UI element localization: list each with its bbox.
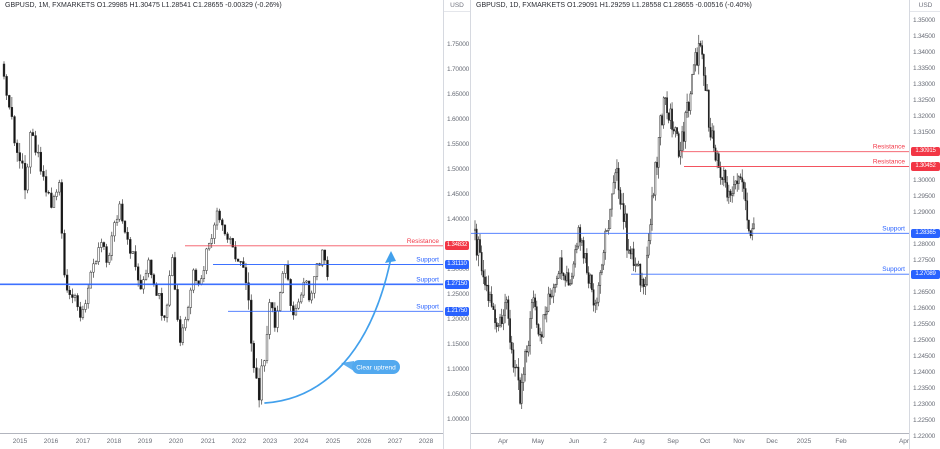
price-tick-label: 1.33500	[913, 65, 936, 72]
price-tick-label: 1.30000	[447, 266, 470, 273]
time-tick-label: 2025	[325, 438, 341, 445]
price-tick-label: 1.20000	[447, 316, 470, 323]
time-tick-label: 2028	[418, 438, 434, 445]
chart-pane-daily: Resistance Resistance Support Support GBPUS…	[470, 0, 940, 449]
price-tick-label: 1.30000	[913, 177, 936, 184]
axis-currency-label: USD	[444, 0, 470, 12]
time-tick-label: 2020	[168, 438, 184, 445]
support-price-tag: 1.27089	[911, 269, 940, 279]
price-tick-label: 1.50000	[447, 166, 470, 173]
time-tick-label: 2	[603, 438, 607, 445]
axis-currency-label: USD	[910, 0, 940, 12]
support-label: Support	[882, 266, 905, 273]
price-tick-label: 1.22500	[913, 417, 936, 424]
time-tick-label: 2022	[231, 438, 247, 445]
time-tick-label: 2023	[262, 438, 278, 445]
support-price-tag: 1.31110	[445, 259, 469, 269]
time-tick-label: 2024	[293, 438, 309, 445]
support-price-tag: 1.28365	[911, 228, 940, 238]
support-label: Support	[416, 257, 439, 264]
price-tick-label: 1.26500	[913, 289, 936, 296]
time-tick-label: 2018	[106, 438, 122, 445]
uptrend-arrow-head	[385, 251, 396, 263]
price-tick-label: 1.40000	[447, 216, 470, 223]
candlestick-plot-monthly[interactable]: Resistance Support Support Support Clear upt…	[0, 0, 443, 433]
price-tick-label: 1.26000	[913, 305, 936, 312]
price-tick-label: 1.23000	[913, 401, 936, 408]
chart-legend-monthly[interactable]: GBPUSD, 1M, FXMARKETS O1.29985 H1.30475 …	[5, 2, 282, 9]
price-tick-label: 1.25000	[913, 337, 936, 344]
support-label: Support	[416, 303, 439, 310]
time-tick-label: Aug	[633, 438, 645, 445]
time-tick-label: 2016	[43, 438, 59, 445]
chart-pane-monthly: Resistance Support Support Support Clear upt…	[0, 0, 470, 449]
price-tick-label: 1.25500	[913, 321, 936, 328]
time-tick-label: 2015	[12, 438, 28, 445]
resistance-label: Resistance	[873, 159, 906, 166]
time-tick-label: 2021	[200, 438, 216, 445]
price-tick-label: 1.28000	[913, 241, 936, 248]
time-tick-label: 2025	[796, 438, 812, 445]
support-label: Support	[416, 276, 439, 283]
price-tick-label: 1.29500	[913, 193, 936, 200]
price-axis-monthly[interactable]: USD 1.34832 1.31110 1.27150 1.21750 1.75000 1…	[443, 0, 470, 449]
support-price-tag: 1.21750	[445, 306, 469, 316]
time-tick-label: 2017	[75, 438, 91, 445]
price-tick-label: 1.35000	[913, 17, 936, 24]
resistance-price-tag: 1.30452	[911, 162, 940, 172]
price-tick-label: 1.32500	[913, 97, 936, 104]
time-tick-label: Apr	[497, 438, 509, 445]
price-axis-daily[interactable]: USD 1.30915 1.30452 1.28365 1.27089 1.35000 1…	[909, 0, 940, 449]
time-tick-label: 2026	[356, 438, 372, 445]
price-tick-label: 1.27500	[913, 257, 936, 264]
time-tick-label: 2027	[387, 438, 403, 445]
price-tick-label: 1.00000	[447, 416, 470, 423]
price-tick-label: 1.22000	[913, 433, 936, 440]
support-price-tag: 1.27150	[445, 279, 469, 289]
price-tick-label: 1.15000	[447, 341, 470, 348]
candles-series	[2, 61, 329, 408]
time-tick-label: Oct	[699, 438, 711, 445]
price-tick-label: 1.24500	[913, 353, 936, 360]
price-tick-label: 1.55000	[447, 141, 470, 148]
price-tick-label: 1.60000	[447, 116, 470, 123]
time-tick-label: 2019	[137, 438, 153, 445]
resistance-label: Resistance	[407, 238, 440, 245]
clear-uptrend-callout[interactable]	[352, 360, 400, 374]
time-tick-label: Feb	[835, 438, 847, 445]
callout-text: Clear uptrend	[356, 364, 396, 371]
chart-legend-daily[interactable]: GBPUSD, 1D, FXMARKETS O1.29091 H1.29259 …	[476, 2, 752, 9]
support-label: Support	[882, 225, 905, 232]
time-tick-label: Jun	[568, 438, 580, 445]
resistance-price-tag: 1.34832	[445, 241, 469, 251]
time-tick-label: Dec	[766, 438, 778, 445]
candlestick-plot-daily[interactable]: Resistance Resistance Support Support	[471, 0, 909, 433]
price-tick-label: 1.32000	[913, 113, 936, 120]
time-axis-monthly[interactable]: 2015 2016 2017 2018 2019 2020 2021 2022 2023 2024…	[0, 433, 443, 449]
time-tick-label: Apr	[898, 438, 910, 445]
price-tick-label: 1.23500	[913, 385, 936, 392]
price-tick-label: 1.05000	[447, 391, 470, 398]
price-tick-label: 1.70000	[447, 66, 470, 73]
resistance-price-tag: 1.30915	[911, 147, 940, 157]
time-tick-label: Nov	[733, 438, 745, 445]
resistance-label: Resistance	[873, 144, 906, 151]
price-tick-label: 1.25000	[447, 291, 470, 298]
price-tick-label: 1.65000	[447, 91, 470, 98]
callout-tail	[341, 361, 354, 371]
candles-series	[474, 34, 755, 409]
price-tick-label: 1.34500	[913, 33, 936, 40]
time-tick-label: Sep	[667, 438, 679, 445]
price-tick-label: 1.45000	[447, 191, 470, 198]
time-axis-daily[interactable]: Apr May Jun 2 Aug Sep Oct Nov Dec 2025 Feb Apr	[471, 433, 909, 449]
price-tick-label: 1.33000	[913, 81, 936, 88]
price-tick-label: 1.31500	[913, 129, 936, 136]
price-tick-label: 1.75000	[447, 41, 470, 48]
price-tick-label: 1.29000	[913, 209, 936, 216]
price-tick-label: 1.24000	[913, 369, 936, 376]
price-tick-label: 1.34000	[913, 49, 936, 56]
time-tick-label: May	[531, 438, 545, 445]
price-tick-label: 1.10000	[447, 366, 470, 373]
